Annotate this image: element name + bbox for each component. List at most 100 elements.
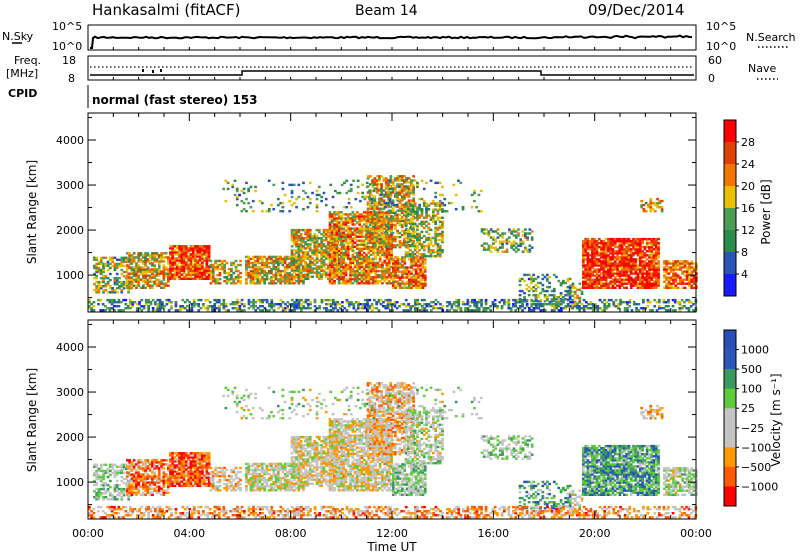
power-cell	[417, 286, 420, 289]
power-cell	[157, 254, 161, 257]
power-cell	[175, 251, 179, 254]
power-cell	[391, 179, 395, 182]
power-cell	[588, 284, 592, 287]
power-cell	[420, 236, 424, 240]
power-cell	[464, 309, 467, 312]
power-cell	[412, 240, 415, 243]
power-cell	[351, 243, 355, 246]
power-cell	[160, 252, 163, 255]
power-cell	[366, 203, 370, 206]
power-cell	[201, 265, 204, 268]
power-cell	[346, 221, 350, 224]
power-cell	[194, 249, 197, 252]
power-cell	[324, 273, 328, 276]
power-cell	[350, 303, 353, 306]
power-cell	[657, 244, 660, 247]
power-cell	[209, 278, 213, 281]
power-cell	[216, 259, 220, 263]
power-cell	[356, 259, 359, 263]
power-cell	[239, 271, 242, 275]
power-cell	[629, 240, 633, 243]
power-cell	[432, 216, 435, 219]
power-cell	[498, 242, 502, 245]
power-cell	[233, 303, 237, 306]
power-cell	[618, 270, 622, 273]
power-cell	[384, 229, 388, 233]
power-cell	[115, 258, 119, 261]
power-cell	[268, 303, 271, 306]
power-cell	[378, 263, 382, 267]
power-cell	[512, 230, 516, 233]
power-cell	[586, 268, 590, 271]
power-cell	[421, 256, 425, 259]
power-cell	[313, 259, 317, 262]
power-cell	[335, 241, 339, 244]
power-cell	[455, 301, 458, 304]
power-cell	[207, 251, 211, 254]
power-cell	[185, 257, 188, 260]
power-cell	[373, 211, 377, 214]
power-cell	[232, 263, 236, 267]
power-cell	[171, 267, 174, 270]
power-cell	[681, 272, 684, 275]
power-cell	[215, 307, 219, 310]
power-cell	[401, 270, 404, 273]
power-cell	[373, 215, 377, 219]
power-cell	[598, 246, 601, 249]
power-cell	[227, 278, 231, 281]
power-cell	[681, 266, 684, 269]
power-cell	[613, 252, 617, 255]
power-cell	[201, 251, 204, 254]
power-cell	[636, 237, 640, 241]
power-cell	[418, 206, 421, 209]
power-cell	[381, 249, 384, 252]
power-cell	[324, 251, 328, 254]
power-cell	[618, 264, 622, 267]
power-cell	[189, 249, 193, 252]
power-cell	[311, 249, 314, 252]
power-cell	[406, 244, 410, 248]
power-cell	[683, 274, 687, 277]
power-cell	[102, 289, 105, 292]
power-cell	[120, 256, 124, 259]
power-cell	[566, 305, 570, 308]
power-cell	[351, 217, 355, 220]
power-cell	[353, 235, 357, 238]
power-cell	[327, 267, 330, 270]
power-cell	[155, 274, 159, 277]
power-cell	[178, 249, 181, 252]
power-cell	[277, 267, 280, 271]
power-cell	[382, 201, 386, 204]
power-cell	[648, 264, 651, 267]
power-cell	[390, 282, 393, 285]
power-cell	[251, 280, 255, 283]
power-cell	[391, 244, 395, 247]
power-cell	[265, 298, 269, 302]
power-cell	[247, 271, 250, 275]
power-cell	[441, 226, 444, 230]
power-cell	[410, 199, 413, 202]
power-cell	[403, 193, 406, 196]
power-cell	[322, 235, 326, 238]
power-cell	[335, 223, 339, 226]
power-cell	[207, 259, 211, 262]
power-cell	[406, 234, 410, 238]
power-cell	[604, 254, 608, 257]
power-cell	[530, 230, 534, 233]
power-cell	[334, 305, 337, 308]
power-cell	[333, 274, 336, 277]
power-cell	[279, 261, 282, 265]
power-cell	[655, 254, 658, 257]
power-cell	[93, 264, 96, 268]
power-cell	[571, 298, 575, 302]
power-cell	[600, 280, 603, 283]
power-cell	[261, 261, 264, 265]
power-cell	[394, 237, 397, 241]
power-cell	[625, 286, 628, 289]
power-cell	[360, 231, 364, 234]
power-cell	[313, 243, 317, 246]
power-cell	[375, 231, 379, 235]
power-cell	[170, 301, 173, 304]
power-cell	[652, 270, 656, 273]
power-cell	[175, 269, 179, 272]
